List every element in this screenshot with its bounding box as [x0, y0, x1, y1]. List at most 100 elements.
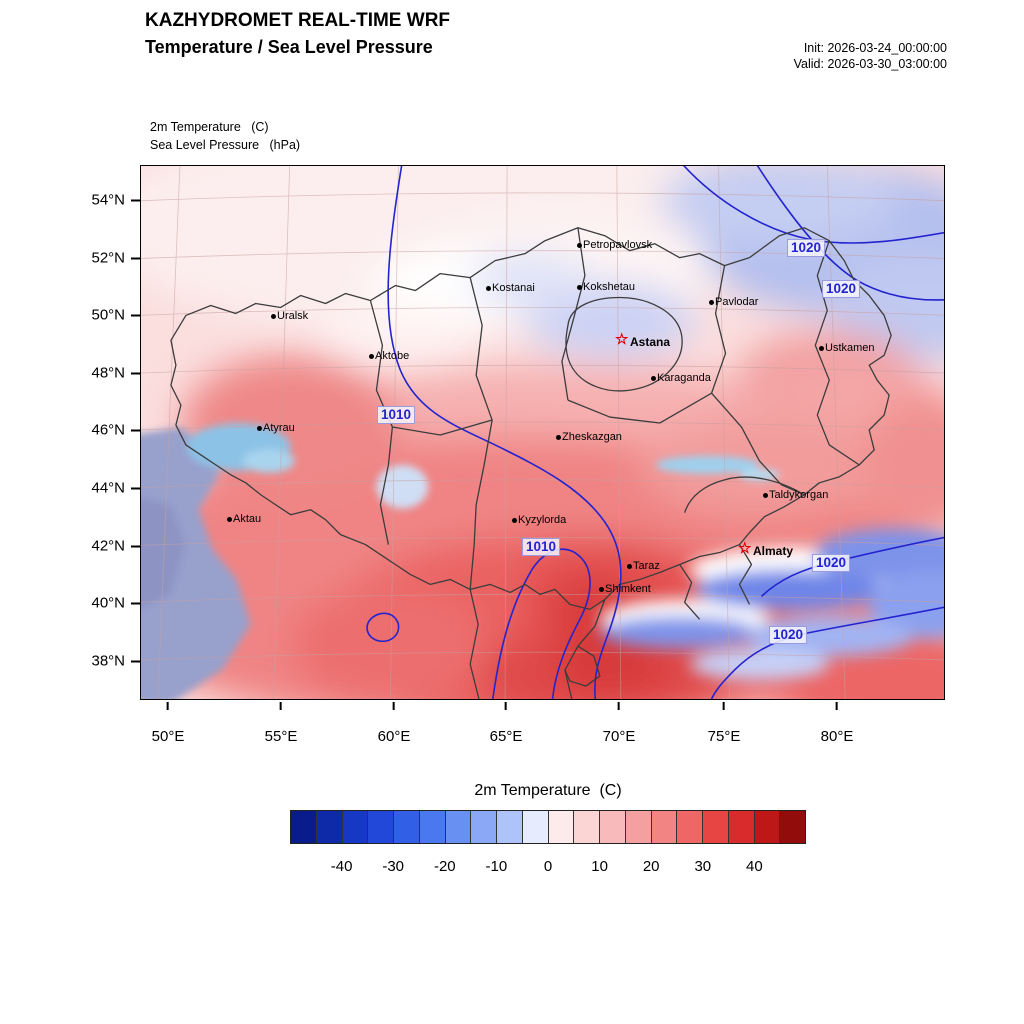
lat-tick-label: 38°N	[55, 653, 140, 670]
city-dot	[270, 313, 276, 319]
colorbar	[290, 810, 806, 844]
city-dot	[226, 516, 232, 522]
colorbar-cell	[419, 811, 446, 843]
city-label: Aktau	[233, 513, 262, 525]
city-dot	[762, 492, 768, 498]
colorbar-cell	[497, 811, 523, 843]
lat-tick-label: 46°N	[55, 422, 140, 439]
city-label: Atyrau	[263, 422, 295, 434]
map-frame: Petropavlovsk Kostanai Kokshetau Pavlodar Ur…	[140, 165, 945, 700]
lon-tick-label: 80°E	[820, 702, 854, 745]
field-labels: 2m Temperature (C) Sea Level Pressure (h…	[150, 118, 300, 154]
lat-tick-label: 52°N	[55, 250, 140, 267]
colorbar-cell	[522, 811, 549, 843]
colorbar-cell	[548, 811, 575, 843]
lon-tick-label: 55°E	[264, 702, 298, 745]
colorbar-tick-label: -20	[433, 858, 456, 875]
city-dot	[511, 517, 517, 523]
lon-tick-label: 70°E	[602, 702, 636, 745]
lat-tick-label: 54°N	[55, 192, 140, 209]
colorbar-cell	[754, 811, 781, 843]
city-dot	[818, 345, 824, 351]
colorbar-cell	[342, 811, 369, 843]
colorbar-cell	[780, 811, 805, 843]
colorbar-cell	[703, 811, 729, 843]
colorbar-title: 2m Temperature (C)	[474, 782, 622, 799]
lon-tick-label: 75°E	[707, 702, 741, 745]
colorbar-cell	[291, 811, 317, 843]
lon-tick-label: 60°E	[377, 702, 411, 745]
city-dot	[650, 375, 656, 381]
city-label: Kostanai	[492, 282, 535, 294]
colorbar-tick-label: 40	[746, 858, 763, 875]
pressure-contour-label: 1020	[768, 626, 808, 644]
map-overlay-layer: Petropavlovsk Kostanai Kokshetau Pavlodar Ur…	[141, 166, 944, 699]
pressure-contour-label: 1010	[521, 538, 561, 556]
city-dot	[576, 242, 582, 248]
graticule	[141, 166, 944, 699]
pressure-contour-label: 1020	[811, 554, 851, 572]
field-label-pressure: Sea Level Pressure (hPa)	[150, 138, 301, 152]
colorbar-cell	[600, 811, 626, 843]
capital-label: Almaty	[753, 544, 794, 558]
colorbar-tick-label: 30	[694, 858, 712, 875]
city-dot	[626, 563, 632, 569]
water-bodies	[141, 423, 780, 699]
field-label-temperature: 2m Temperature (C)	[150, 120, 269, 134]
city-dot	[555, 434, 561, 440]
city-label: Petropavlovsk	[583, 239, 653, 251]
city-label: Uralsk	[277, 310, 309, 322]
init-time-label: Init: 2026-03-24_00:00:00	[803, 41, 947, 55]
city-dot	[708, 299, 714, 305]
page-subtitle: Temperature / Sea Level Pressure	[145, 37, 433, 57]
city-label: Pavlodar	[715, 296, 759, 308]
colorbar-tick-label: 10	[591, 858, 608, 875]
colorbar-cell	[625, 811, 652, 843]
pressure-contour-label: 1020	[821, 280, 861, 298]
colorbar-cell	[445, 811, 472, 843]
colorbar-cell	[394, 811, 420, 843]
valid-time-label: Valid: 2026-03-30_03:00:00	[793, 57, 947, 71]
city-label: Kyzylorda	[518, 514, 567, 526]
city-dot	[256, 425, 262, 431]
city-label: Zheskazgan	[562, 431, 622, 443]
colorbar-tick-label: -10	[485, 858, 508, 875]
colorbar-axis: -40 -30 -20 -10 0 10 20 30 40	[290, 858, 806, 878]
city-label: Shimkent	[605, 583, 651, 595]
lon-tick-label: 50°E	[151, 702, 185, 745]
pressure-contour-label: 1010	[376, 406, 416, 424]
lon-tick-label: 65°E	[489, 702, 523, 745]
colorbar-cell	[651, 811, 678, 843]
city-label: Ustkamen	[825, 342, 875, 354]
pressure-contour-label: 1020	[786, 239, 826, 257]
admin-borders	[170, 227, 892, 699]
colorbar-cell	[728, 811, 755, 843]
capital-label: Astana	[630, 335, 671, 349]
city-label: Kokshetau	[583, 281, 635, 293]
capital-star-icon: ☆	[615, 331, 629, 348]
colorbar-tick-label: -40	[330, 858, 353, 875]
city-dot	[485, 285, 491, 291]
run-info: Init: 2026-03-24_00:00:00 Valid: 2026-03…	[794, 40, 947, 72]
colorbar-cell	[471, 811, 497, 843]
colorbar-cell	[677, 811, 703, 843]
capital-star-icon: ☆	[738, 540, 752, 557]
city-dot	[576, 284, 582, 290]
city-label: Karaganda	[657, 372, 711, 384]
city-dot	[368, 353, 374, 359]
colorbar-cell	[316, 811, 343, 843]
page-title: KAZHYDROMET REAL-TIME WRF	[145, 10, 451, 31]
city-label: Taldykorgan	[769, 489, 829, 501]
city-dot	[598, 586, 604, 592]
lat-tick-label: 48°N	[55, 365, 140, 382]
lat-tick-label: 40°N	[55, 595, 140, 612]
colorbar-cell	[368, 811, 394, 843]
city-label: Taraz	[633, 560, 660, 572]
lat-tick-label: 50°N	[55, 307, 140, 324]
colorbar-tick-label: -30	[382, 858, 405, 875]
lat-tick-label: 44°N	[55, 480, 140, 497]
colorbar-tick-label: 0	[543, 858, 553, 875]
city-label: Aktobe	[375, 350, 410, 362]
colorbar-tick-label: 20	[642, 858, 660, 875]
lat-tick-label: 42°N	[55, 538, 140, 555]
